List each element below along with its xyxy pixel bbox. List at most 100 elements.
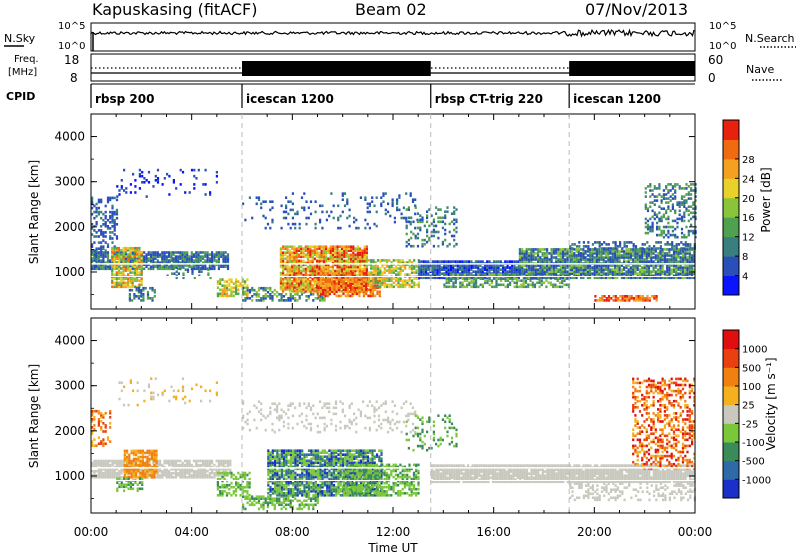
data-cell xyxy=(317,272,320,275)
data-cell xyxy=(319,286,322,289)
data-cell xyxy=(470,276,473,280)
data-cell xyxy=(244,282,247,285)
data-cell xyxy=(407,208,410,211)
data-cell xyxy=(577,248,580,251)
data-cell xyxy=(561,281,564,285)
data-cell xyxy=(647,260,651,263)
data-cell xyxy=(223,280,226,283)
data-cell xyxy=(111,263,114,266)
data-cell xyxy=(681,270,685,273)
data-cell xyxy=(133,293,136,296)
data-cell xyxy=(369,290,372,294)
data-cell xyxy=(680,247,683,250)
data-cell xyxy=(362,292,365,296)
data-cell xyxy=(515,260,518,263)
data-cell xyxy=(186,260,190,263)
data-cell xyxy=(384,212,387,216)
data-cell xyxy=(475,285,478,289)
data-cell xyxy=(566,256,569,259)
data-cell xyxy=(568,256,571,259)
data-cell xyxy=(481,277,484,280)
data-cell xyxy=(561,256,565,259)
data-cell xyxy=(463,264,466,267)
data-cell xyxy=(352,259,355,263)
data-cell xyxy=(689,247,692,250)
data-cell xyxy=(337,288,341,292)
data-cell xyxy=(202,183,205,186)
data-cell xyxy=(686,276,689,280)
data-cell xyxy=(319,292,322,296)
data-cell xyxy=(304,279,307,283)
data-cell xyxy=(230,280,233,283)
data-cell xyxy=(122,259,125,262)
data-cell xyxy=(163,257,166,260)
data-cell xyxy=(609,272,612,275)
data-cell xyxy=(140,277,143,280)
data-cell xyxy=(177,259,180,262)
data-cell xyxy=(546,276,549,280)
data-cell xyxy=(340,294,343,298)
data-cell xyxy=(643,274,646,278)
data-cell xyxy=(244,286,247,289)
data-cell xyxy=(129,267,132,270)
data-cell xyxy=(463,279,466,282)
data-cell xyxy=(616,248,619,251)
data-cell xyxy=(134,179,137,182)
data-cell xyxy=(325,255,328,259)
data-cell xyxy=(257,198,261,201)
data-cell xyxy=(260,206,263,210)
data-cell xyxy=(312,299,315,302)
data-cell xyxy=(486,268,489,271)
data-cell xyxy=(515,266,518,269)
data-cell xyxy=(91,474,94,477)
data-cell xyxy=(611,252,614,255)
data-cell xyxy=(607,274,610,278)
data-cell xyxy=(497,277,500,280)
data-cell xyxy=(667,225,670,229)
data-cell xyxy=(289,200,292,203)
data-cell xyxy=(287,299,290,302)
data-cell xyxy=(675,254,678,257)
data-cell xyxy=(140,273,143,276)
freq-tick-high: 18 xyxy=(64,53,79,67)
data-cell xyxy=(352,265,355,269)
data-cell xyxy=(338,245,341,248)
data-cell xyxy=(396,200,399,203)
data-cell xyxy=(279,275,282,279)
data-cell xyxy=(659,264,662,267)
data-cell xyxy=(340,253,344,257)
data-cell xyxy=(319,297,322,300)
data-cell xyxy=(651,201,654,204)
data-cell xyxy=(589,260,592,263)
data-cell xyxy=(694,195,697,198)
data-cell xyxy=(401,281,404,285)
data-cell xyxy=(340,255,344,259)
data-cell xyxy=(656,199,659,202)
data-cell xyxy=(664,243,667,246)
data-cell xyxy=(302,279,305,283)
data-cell xyxy=(264,216,267,220)
data-cell xyxy=(537,268,540,271)
data-cell xyxy=(363,263,366,267)
data-cell xyxy=(95,255,98,258)
data-cell xyxy=(477,276,480,280)
data-cell xyxy=(649,183,652,186)
data-cell xyxy=(555,276,558,280)
data-cell xyxy=(552,252,555,255)
data-cell xyxy=(106,255,110,258)
data-cell xyxy=(557,248,560,251)
data-cell xyxy=(515,279,518,282)
data-cell xyxy=(93,210,96,214)
data-cell xyxy=(316,247,319,250)
data-cell xyxy=(129,191,132,194)
data-cell xyxy=(477,268,480,271)
data-cell xyxy=(177,255,180,258)
data-cell xyxy=(686,270,689,273)
data-cell xyxy=(692,203,695,206)
data-cell xyxy=(255,293,258,296)
data-cell xyxy=(316,245,319,248)
data-cell xyxy=(452,285,455,289)
data-cell xyxy=(309,249,312,252)
data-cell xyxy=(141,174,144,178)
data-cell xyxy=(499,264,502,267)
